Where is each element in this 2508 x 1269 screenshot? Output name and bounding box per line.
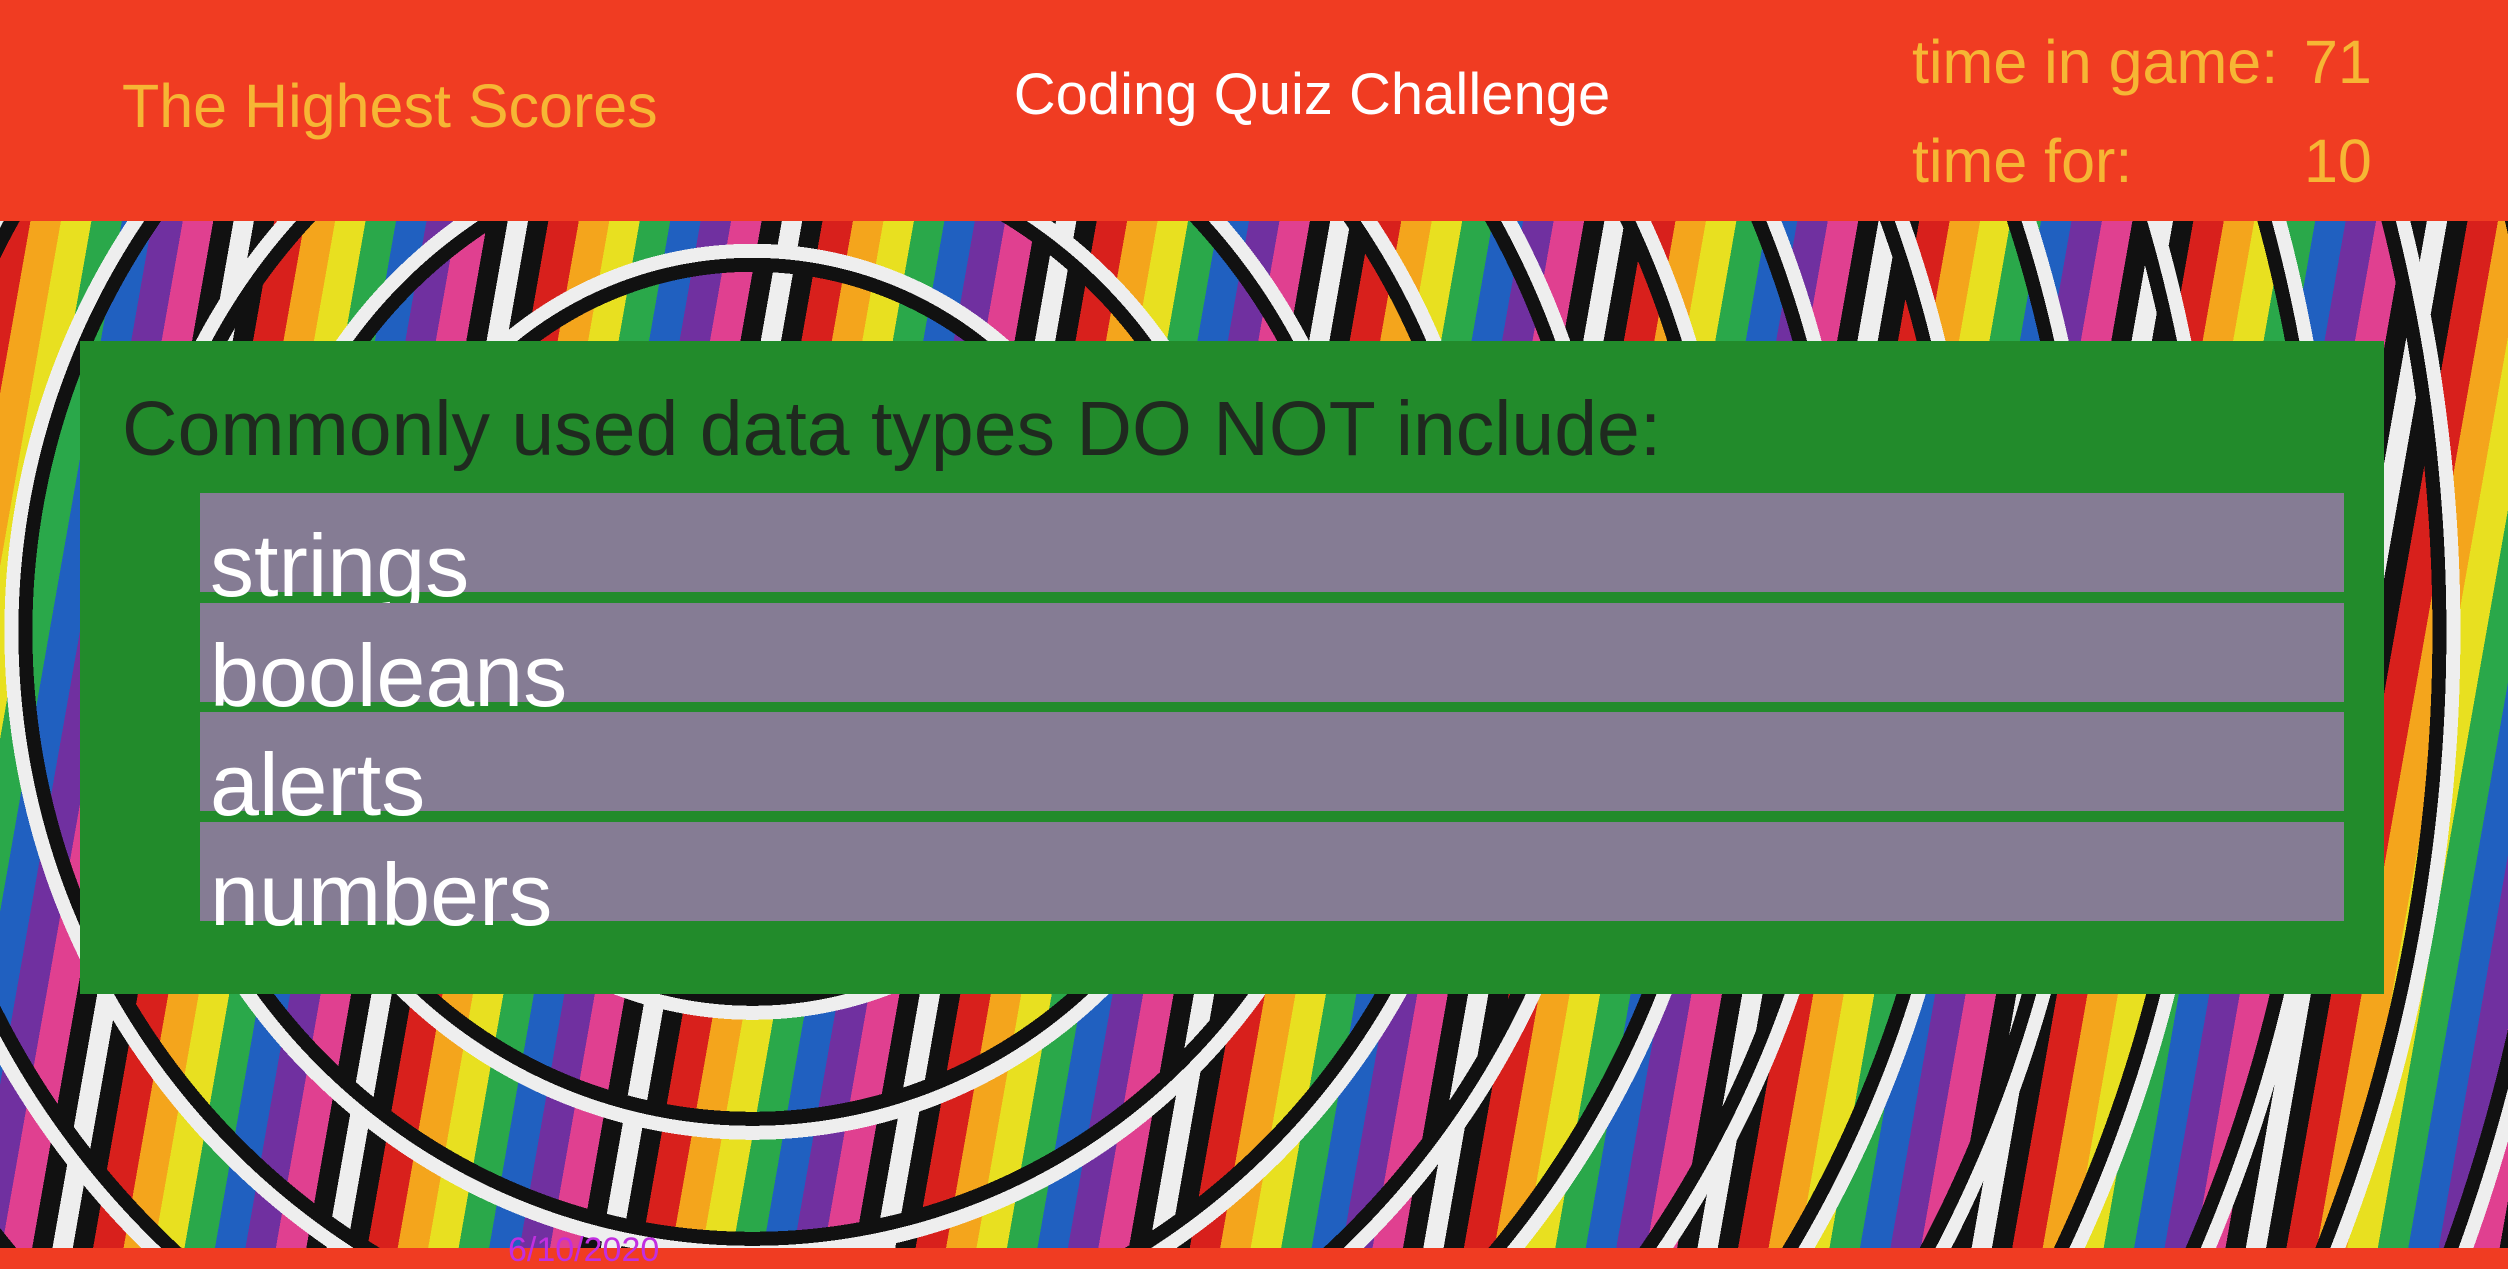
page-title: Coding Quiz Challenge [1013, 62, 1611, 127]
answer-button[interactable]: alerts [200, 712, 2344, 829]
quiz-card: Commonly used data types DO NOT include:… [80, 341, 2384, 994]
timer-value: 71 [2304, 28, 2372, 96]
timer-label: time in game: [1912, 28, 2279, 96]
question: Commonly used data types DO NOT include: [122, 386, 1662, 472]
answer-text: numbers [210, 845, 553, 944]
header: The Highest Scores Coding Quiz Challenge… [0, 0, 2508, 221]
answer-text: strings [210, 516, 470, 615]
answer-text: alerts [210, 735, 426, 834]
footer-date: 6/10/2020 [508, 1231, 660, 1269]
answer-button[interactable]: strings [200, 493, 2344, 610]
timer-value: 10 [2304, 127, 2372, 195]
timer-label: time for: [1912, 127, 2133, 195]
answer-button[interactable]: numbers [200, 822, 2344, 939]
answer-button[interactable]: booleans [200, 603, 2344, 720]
high-scores-link[interactable]: The Highest Scores [122, 72, 658, 140]
answer-text: booleans [210, 626, 568, 725]
